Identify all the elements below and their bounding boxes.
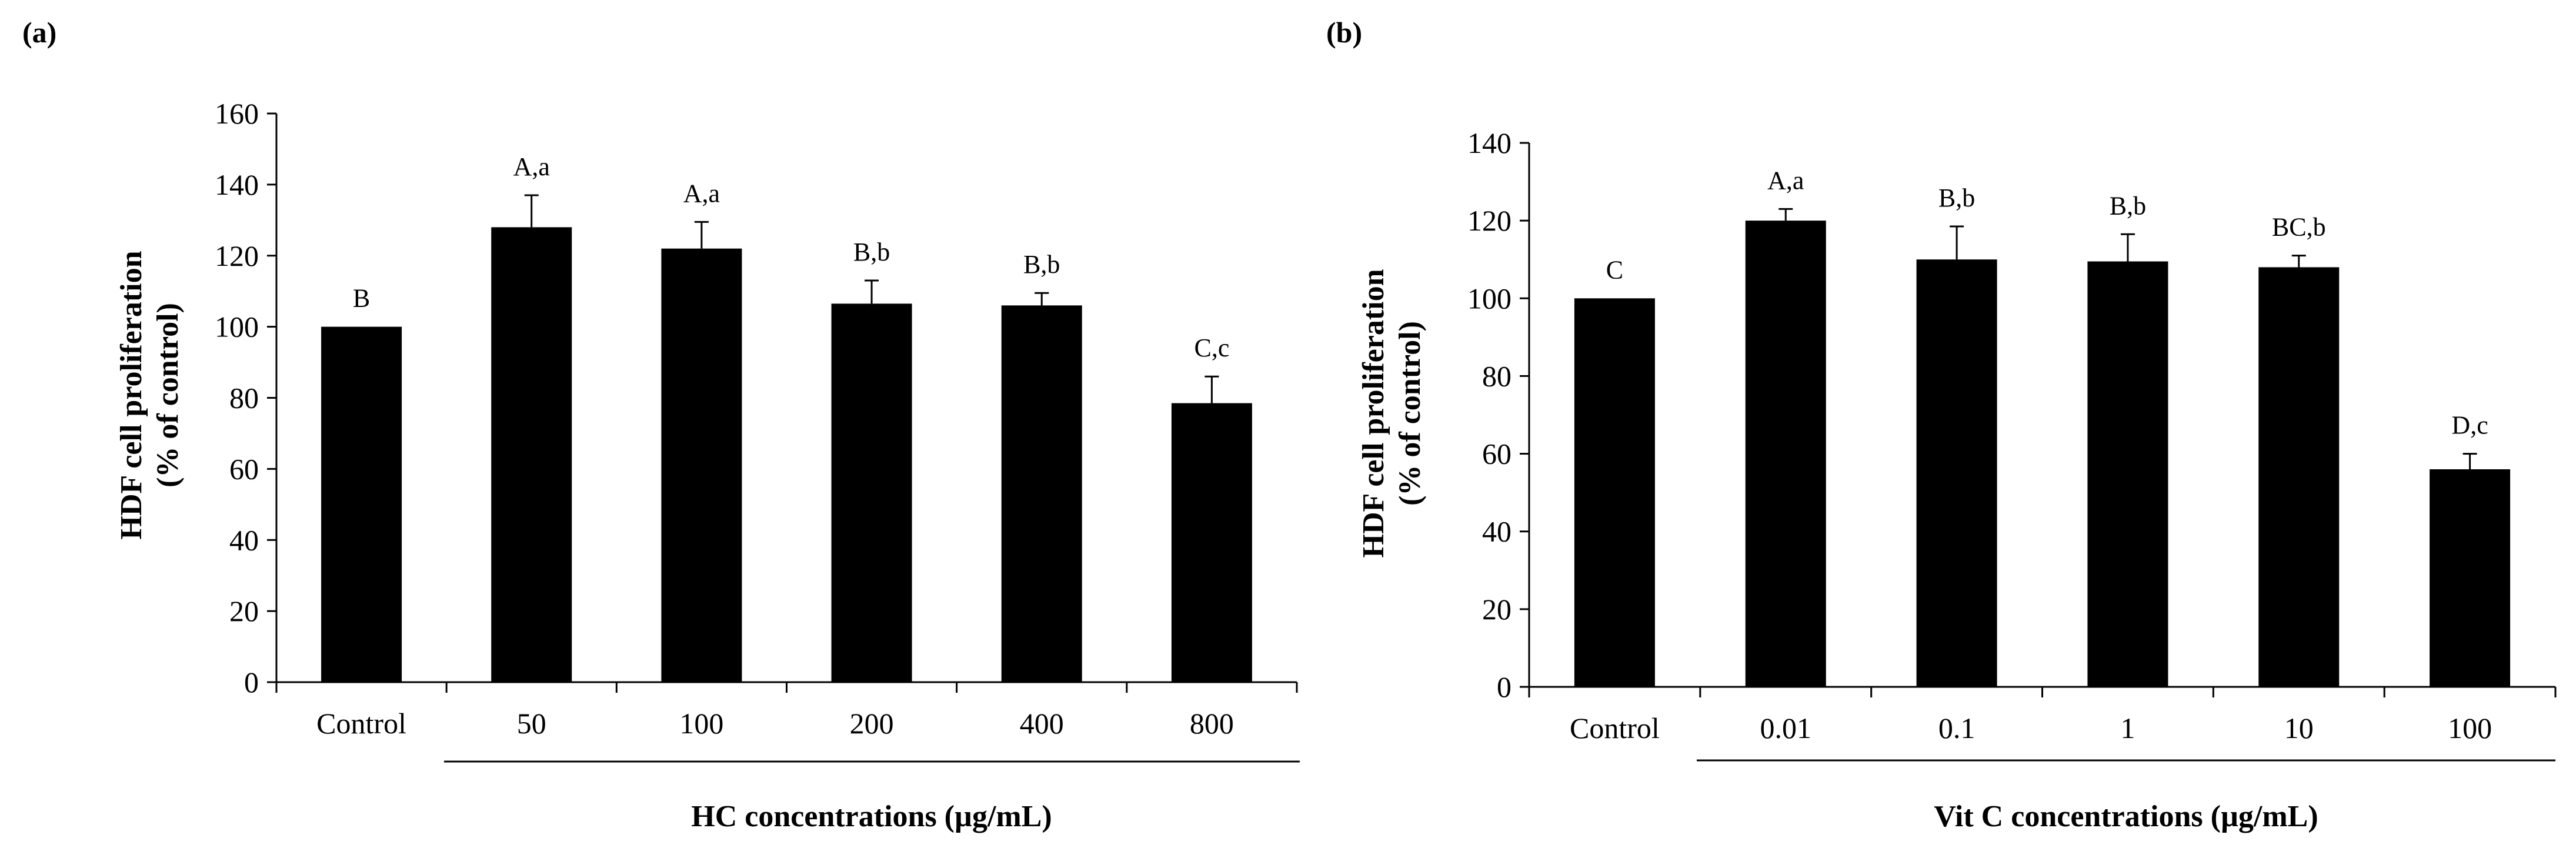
panel-b-label: (b) [1326, 16, 1362, 49]
panel-b-category-label: 0.1 [1938, 712, 1976, 745]
panel-a-bar [831, 303, 912, 682]
panel-a-bar [491, 227, 572, 682]
panel-b-significance-label: B,b [1938, 183, 1975, 212]
panel-a-category-label: 100 [679, 707, 723, 740]
panel-a-y-axis-label-line1: HDF cell proliferation [115, 251, 148, 539]
panel-a-labels: 0 20 40 60 80 100 120 140 160 B Control A,a 50 A,a 100… [215, 97, 1234, 740]
panel-b-y-tick-label: 120 [1467, 204, 1511, 237]
panel-b-bar [1916, 259, 1997, 687]
panel-a-y-tick-label: 60 [229, 452, 259, 485]
panel-b-significance-label: B,b [2110, 191, 2146, 220]
panel-b-y-tick-label: 40 [1482, 515, 1511, 548]
panel-a-axes [267, 112, 1298, 693]
panel-b-bar [2258, 267, 2340, 687]
panel-b-y-tick-label: 60 [1482, 438, 1511, 470]
panel-b-y-tick-label: 100 [1467, 282, 1511, 315]
panel-a-category-label: Control [316, 707, 406, 740]
panel-b-category-label: Control [1570, 712, 1660, 745]
panel-a-y-tick-label: 120 [215, 239, 259, 272]
panel-b-y-tick-label: 140 [1467, 126, 1511, 159]
panel-b-bar [1574, 298, 1655, 687]
panel-a-y-tick-label: 100 [215, 311, 259, 343]
panel-b-labels: 0 20 40 60 80 100 120 140 C Control A,a 0.01 B,b 0.1 B… [1467, 126, 2492, 745]
panel-b-y-tick-label: 20 [1482, 593, 1511, 626]
panel-b-significance-label: BC,b [2272, 213, 2326, 242]
panel-a-significance-label: A,a [513, 152, 550, 181]
panel-b-bar [2430, 469, 2511, 687]
panel-b-bar [2087, 261, 2168, 687]
panel-b-bars [1574, 208, 2511, 687]
panel-a-chart: (a) HDF cell proliferation (% of control… [22, 16, 1300, 833]
panel-a-category-label: 400 [1020, 707, 1064, 740]
panel-a-category-label: 50 [517, 707, 546, 740]
panel-a-bar [321, 326, 402, 682]
panel-a-category-label: 200 [850, 707, 894, 740]
panel-b-category-label: 0.01 [1760, 712, 1812, 745]
panel-b-bar [1745, 221, 1826, 687]
panel-b-category-label: 100 [2448, 712, 2492, 745]
panel-a-significance-label: B [353, 284, 370, 313]
panel-a-bars [321, 194, 1252, 683]
panel-b-significance-label: A,a [1767, 166, 1804, 195]
panel-b-y-tick-label: 0 [1497, 670, 1511, 703]
panel-b-y-tick-label: 80 [1482, 359, 1511, 392]
panel-a-y-tick-label: 160 [215, 97, 259, 130]
panel-a-bar [661, 248, 742, 683]
panel-b-y-axis-label-line2: (% of control) [1393, 321, 1427, 506]
panel-a-label: (a) [22, 16, 56, 49]
panel-a-significance-label: B,b [1023, 250, 1060, 279]
panel-b-significance-label: D,c [2451, 411, 2488, 440]
panel-a-significance-label: A,a [683, 179, 720, 208]
panel-a-significance-label: C,c [1194, 333, 1229, 362]
panel-a-y-axis-label-line2: (% of control) [151, 303, 185, 488]
panel-b-chart: (b) HDF cell proliferation (% of control… [1326, 16, 2557, 833]
panel-a-bar [1001, 305, 1082, 682]
panel-a-y-tick-label: 140 [215, 168, 259, 201]
panel-a-y-tick-label: 80 [229, 382, 259, 415]
panel-b-category-label: 1 [2120, 712, 2135, 745]
panel-b-y-axis-label-line1: HDF cell proliferation [1357, 269, 1390, 557]
panel-a-category-label: 800 [1190, 707, 1234, 740]
panel-b-x-axis-label: Vit C concentrations (µg/mL) [1934, 800, 2318, 833]
panel-a-bar [1171, 403, 1252, 682]
panel-b-category-label: 10 [2284, 712, 2314, 745]
panel-a-y-tick-label: 0 [244, 666, 259, 699]
panel-a-significance-label: B,b [853, 238, 890, 266]
panel-b-significance-label: C [1606, 255, 1623, 284]
panel-a-x-axis-label: HC concentrations (µg/mL) [691, 800, 1052, 833]
panel-a-y-tick-label: 40 [229, 523, 259, 556]
panel-a-y-tick-label: 20 [229, 595, 259, 627]
panel-b-axes [1520, 142, 2557, 697]
